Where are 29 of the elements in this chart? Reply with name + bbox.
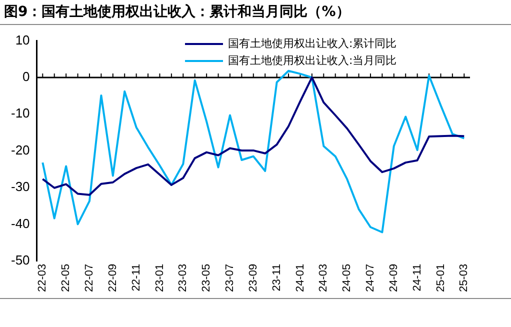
x-tick-label: 22-03	[36, 264, 49, 292]
legend-label: 国有土地使用权出让收入:累计同比	[228, 36, 397, 51]
x-tick-label: 22-05	[60, 264, 72, 292]
x-tick-label: 23-11	[270, 264, 283, 292]
x-tick-label: 23-05	[200, 264, 213, 292]
y-tick-label: -30	[10, 179, 30, 194]
y-tick-label: 10	[15, 32, 30, 48]
y-tick-label: -40	[10, 216, 30, 231]
y-tick-label: -50	[10, 252, 30, 268]
legend-label: 国有土地使用权出让收入:当月同比	[228, 53, 397, 68]
x-tick-label: 24-09	[388, 264, 400, 292]
x-tick-label: 24-05	[341, 264, 354, 292]
x-tick-label: 24-03	[318, 264, 330, 292]
x-tick-label: 22-11	[130, 264, 142, 292]
x-tick-label: 24-01	[294, 264, 306, 292]
y-tick-label: -20	[10, 142, 30, 158]
x-tick-label: 23-07	[224, 264, 236, 292]
x-tick-label: 22-07	[84, 264, 96, 292]
x-tick-label: 22-09	[106, 264, 119, 292]
x-tick-label: 25-03	[458, 264, 470, 292]
y-tick-label: 0	[22, 69, 30, 84]
x-tick-label: 24-11	[411, 264, 424, 292]
y-tick-label: -10	[10, 106, 30, 121]
x-tick-label: 23-09	[247, 264, 260, 292]
x-tick-label: 24-07	[364, 264, 377, 292]
x-tick-label: 23-03	[177, 264, 190, 292]
chart-title: 图9：国有土地使用权出让收入：累计和当月同比（%）	[4, 3, 350, 21]
x-tick-label: 25-01	[434, 264, 447, 292]
x-tick-label: 23-01	[154, 264, 166, 292]
